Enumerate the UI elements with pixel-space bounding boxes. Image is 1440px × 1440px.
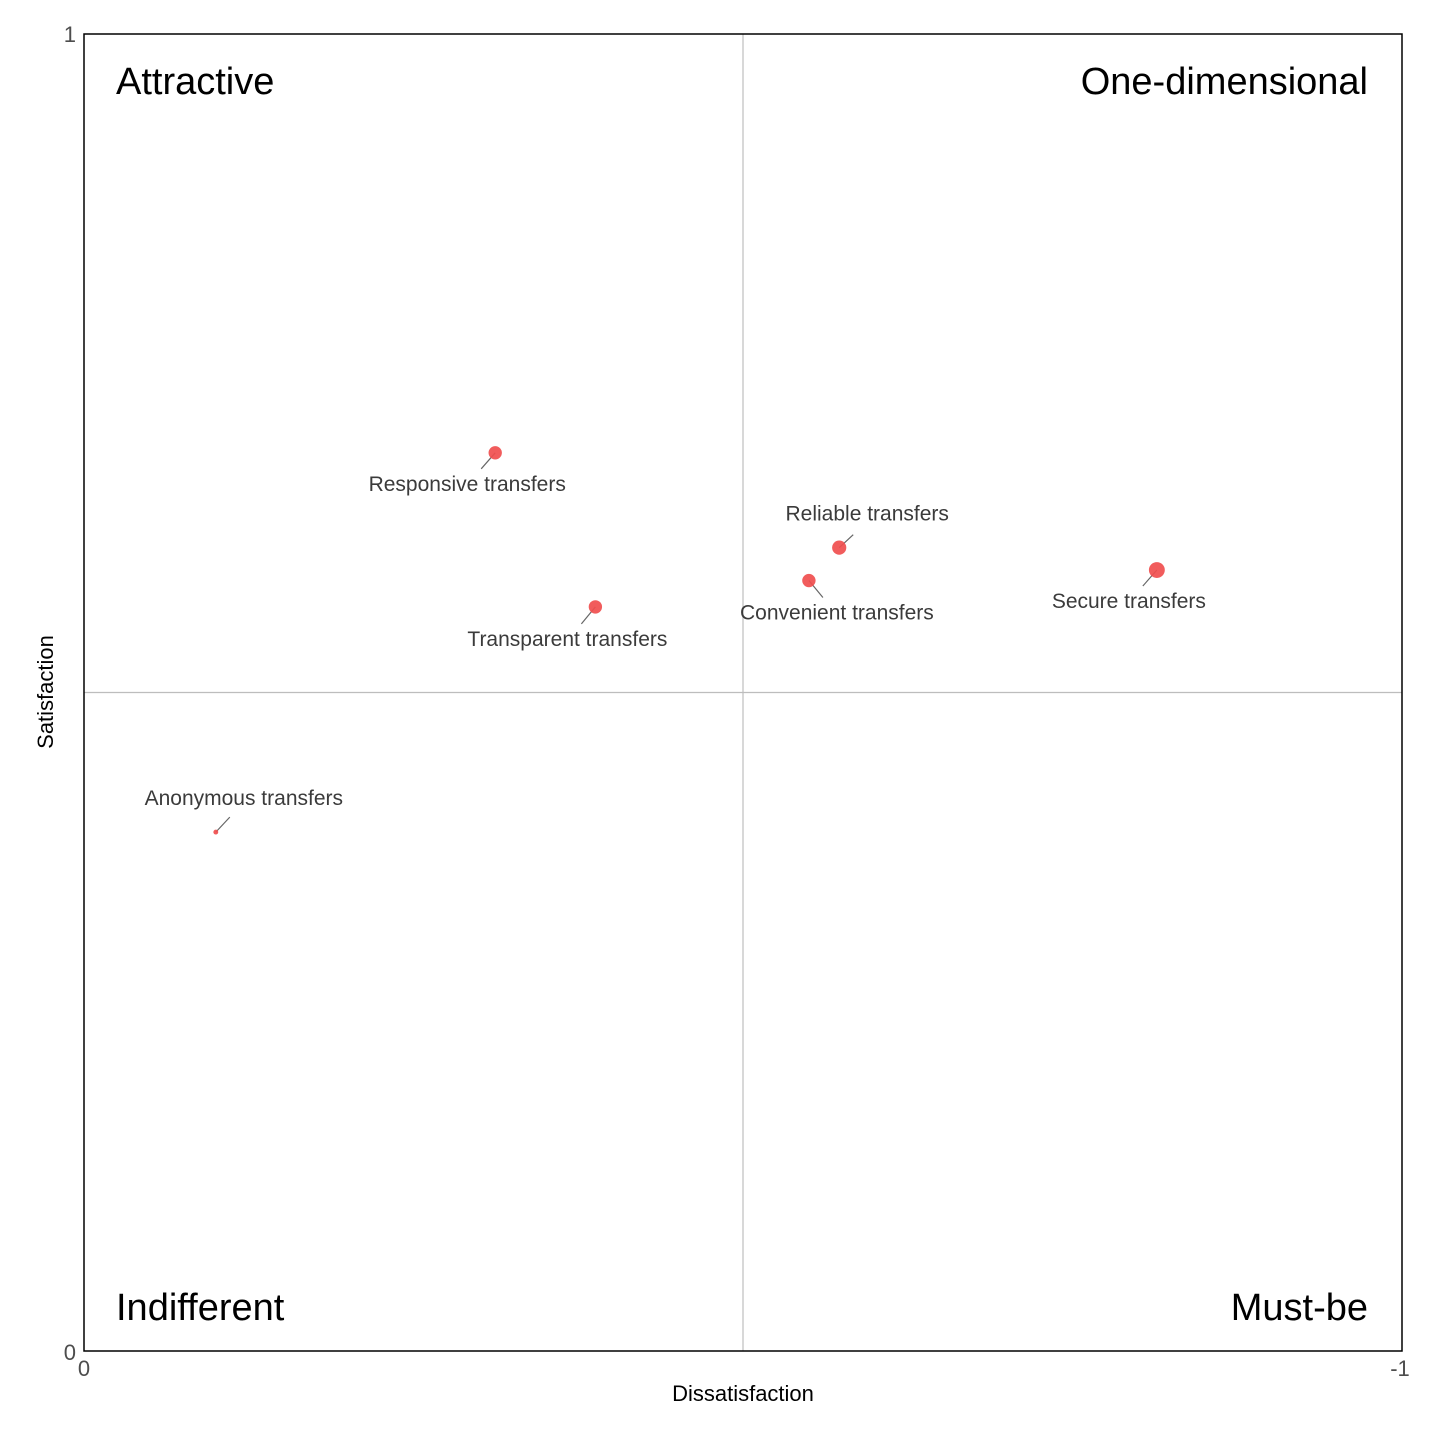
quadrant-label-must-be: Must-be xyxy=(1231,1287,1368,1329)
data-point-label-reliable-transfers: Reliable transfers xyxy=(786,503,949,526)
quadrant-label-attractive: Attractive xyxy=(116,61,274,103)
y-tick-label-bottom: 0 xyxy=(64,1340,76,1365)
data-point-convenient-transfers xyxy=(802,573,816,588)
x-tick-label-right: -1 xyxy=(1390,1356,1410,1381)
data-point-transparent-transfers xyxy=(588,600,603,614)
data-point-anonymous-transfers xyxy=(213,829,219,835)
quadrant-label-one-dimensional: One-dimensional xyxy=(1081,61,1368,103)
x-tick-label-left: 0 xyxy=(78,1356,90,1381)
data-point-label-responsive-transfers: Responsive transfers xyxy=(369,473,566,496)
data-point-reliable-transfers xyxy=(832,540,847,555)
quadrant-label-indifferent: Indifferent xyxy=(116,1287,285,1329)
label-leader-anonymous-transfers xyxy=(215,816,231,833)
data-point-label-convenient-transfers: Convenient transfers xyxy=(740,602,934,625)
x-axis-title: Dissatisfaction xyxy=(672,1381,814,1406)
data-point-label-anonymous-transfers: Anonymous transfers xyxy=(145,787,343,810)
plot-panel-border xyxy=(83,33,1403,1352)
y-axis-title: Satisfaction xyxy=(33,635,58,749)
y-tick-label-top: 1 xyxy=(64,22,76,47)
data-point-secure-transfers xyxy=(1148,562,1165,578)
data-marks-group: Responsive transfers Reliable transfers Se… xyxy=(145,446,1206,835)
data-point-label-secure-transfers: Secure transfers xyxy=(1052,590,1206,613)
data-point-label-transparent-transfers: Transparent transfers xyxy=(467,628,667,651)
data-point-responsive-transfers xyxy=(488,446,502,460)
